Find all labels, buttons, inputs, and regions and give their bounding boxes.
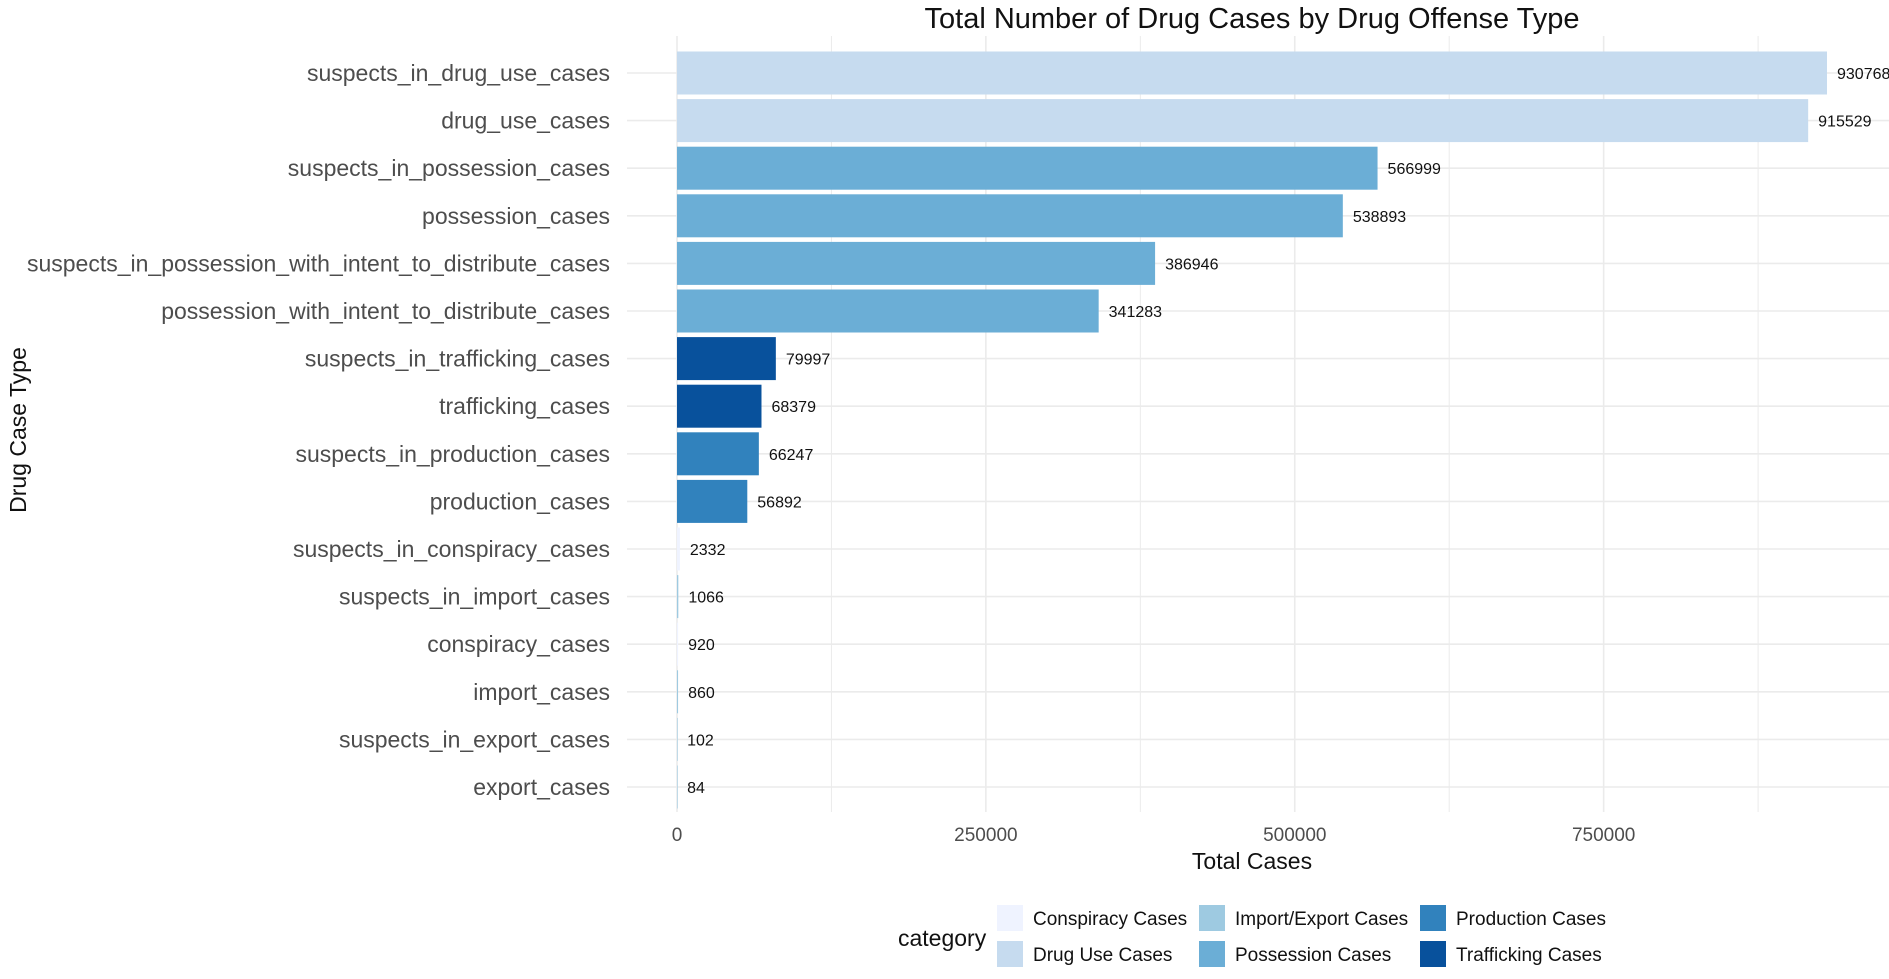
legend-swatch <box>1420 905 1446 931</box>
category-label-export_cases: export_cases <box>473 774 610 800</box>
legend-swatch <box>997 941 1023 967</box>
category-label-import_cases: import_cases <box>473 679 610 705</box>
bar-suspects_in_production_cases <box>677 432 759 476</box>
value-label-suspects_in_import_cases: 1066 <box>688 590 724 607</box>
category-label-possession_with_intent_to_distribute_cases: possession_with_intent_to_distribute_cas… <box>161 298 610 324</box>
bar-import_cases <box>677 670 679 714</box>
category-label-drug_use_cases: drug_use_cases <box>441 108 610 134</box>
chart-title: Total Number of Drug Cases by Drug Offen… <box>925 3 1580 35</box>
value-labels: 930768 915529 566999 538893 386946 341283 7999… <box>687 66 1889 797</box>
category-label-suspects_in_export_cases: suspects_in_export_cases <box>339 726 610 752</box>
legend-swatch <box>1420 941 1446 967</box>
legend-swatch <box>1199 941 1225 967</box>
x-tick-label: 0 <box>672 825 683 846</box>
value-label-suspects_in_conspiracy_cases: 2332 <box>690 542 726 559</box>
bar-suspects_in_trafficking_cases <box>677 337 776 381</box>
bar-trafficking_cases <box>677 384 762 428</box>
value-label-suspects_in_drug_use_cases: 930768 <box>1837 66 1889 83</box>
x-tick-label: 500000 <box>1263 825 1326 846</box>
bars <box>677 51 1827 809</box>
value-label-possession_with_intent_to_distribute_cases: 341283 <box>1109 304 1162 321</box>
legend-title: category <box>898 925 987 951</box>
legend-entry-label: Drug Use Cases <box>1033 945 1172 966</box>
value-label-trafficking_cases: 68379 <box>771 399 816 416</box>
bar-suspects_in_import_cases <box>677 575 679 619</box>
category-label-possession_cases: possession_cases <box>422 203 610 229</box>
value-label-suspects_in_production_cases: 66247 <box>769 447 814 464</box>
x-tick-labels: 0 250000 500000 750000 <box>672 825 1636 846</box>
category-label-conspiracy_cases: conspiracy_cases <box>427 631 610 657</box>
legend: category Conspiracy Cases Drug Use Cases I… <box>898 905 1606 967</box>
value-label-conspiracy_cases: 920 <box>688 637 715 654</box>
category-label-suspects_in_trafficking_cases: suspects_in_trafficking_cases <box>305 346 610 372</box>
value-label-suspects_in_possession_with_intent_to_distribute_cases: 386946 <box>1165 256 1218 273</box>
value-label-suspects_in_possession_cases: 566999 <box>1388 161 1441 178</box>
category-label-suspects_in_production_cases: suspects_in_production_cases <box>295 441 610 467</box>
category-label-suspects_in_possession_with_intent_to_distribute_cases: suspects_in_possession_with_intent_to_di… <box>27 250 610 276</box>
bar-possession_with_intent_to_distribute_cases <box>677 289 1099 333</box>
value-label-suspects_in_export_cases: 102 <box>687 732 714 749</box>
value-label-drug_use_cases: 915529 <box>1818 114 1871 131</box>
y-axis-title: Drug Case Type <box>5 347 31 513</box>
legend-entry-label: Trafficking Cases <box>1456 945 1602 966</box>
category-label-suspects_in_import_cases: suspects_in_import_cases <box>339 584 610 610</box>
category-label-trafficking_cases: trafficking_cases <box>439 393 610 419</box>
value-label-export_cases: 84 <box>687 780 705 797</box>
bar-suspects_in_export_cases <box>677 717 678 761</box>
bar-conspiracy_cases <box>677 622 679 666</box>
value-label-production_cases: 56892 <box>757 494 802 511</box>
bar-suspects_in_conspiracy_cases <box>677 527 680 571</box>
bar-export_cases <box>677 765 678 809</box>
value-label-import_cases: 860 <box>688 685 715 702</box>
bar-drug_use_cases <box>677 99 1809 143</box>
bar-suspects_in_drug_use_cases <box>677 51 1827 95</box>
bar-production_cases <box>677 479 748 523</box>
legend-entry-label: Conspiracy Cases <box>1033 909 1187 930</box>
legend-entry-label: Import/Export Cases <box>1235 909 1408 930</box>
x-axis-title: Total Cases <box>1192 848 1312 874</box>
category-label-suspects_in_possession_cases: suspects_in_possession_cases <box>288 155 610 181</box>
legend-swatch <box>997 905 1023 931</box>
legend-entry-label: Production Cases <box>1456 909 1606 930</box>
legend-swatch <box>1199 905 1225 931</box>
bar-suspects_in_possession_cases <box>677 146 1378 190</box>
value-label-suspects_in_trafficking_cases: 79997 <box>786 352 831 369</box>
x-tick-label: 750000 <box>1572 825 1635 846</box>
bar-possession_cases <box>677 194 1343 238</box>
category-labels: suspects_in_drug_use_cases drug_use_cases… <box>27 60 610 800</box>
category-label-suspects_in_conspiracy_cases: suspects_in_conspiracy_cases <box>293 536 610 562</box>
category-label-suspects_in_drug_use_cases: suspects_in_drug_use_cases <box>307 60 610 86</box>
bar-suspects_in_possession_with_intent_to_distribute_cases <box>677 241 1156 285</box>
legend-entry-label: Possession Cases <box>1235 945 1391 966</box>
category-label-production_cases: production_cases <box>430 488 610 514</box>
value-label-possession_cases: 538893 <box>1353 209 1406 226</box>
x-tick-label: 250000 <box>954 825 1017 846</box>
